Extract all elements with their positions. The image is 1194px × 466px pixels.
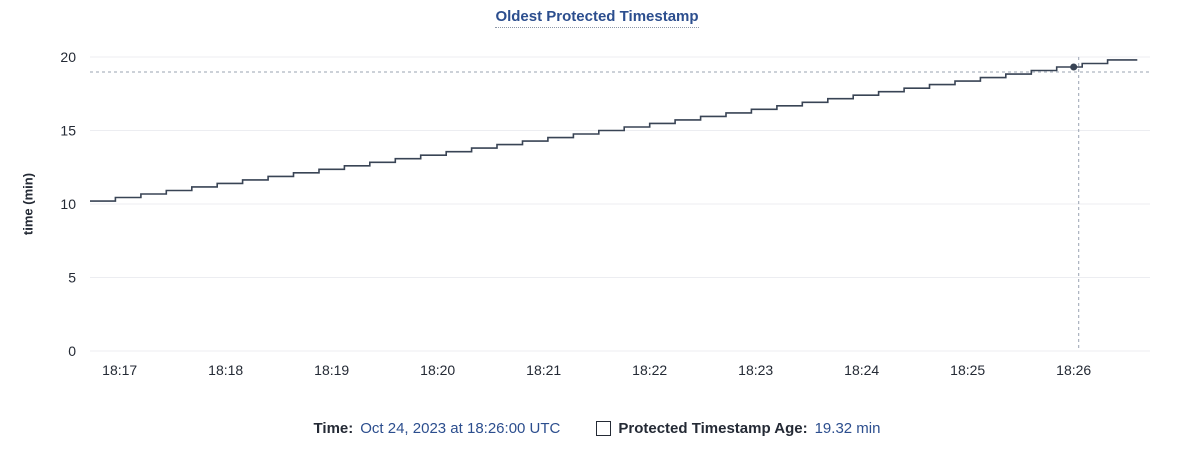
svg-text:18:26: 18:26 (1056, 362, 1091, 378)
svg-text:15: 15 (60, 123, 76, 139)
svg-text:18:18: 18:18 (208, 362, 243, 378)
series-label: Protected Timestamp Age: (618, 420, 808, 437)
time-label: Time: (313, 420, 354, 437)
svg-text:18:17: 18:17 (102, 362, 137, 378)
legend-item-protected-timestamp-age[interactable]: Protected Timestamp Age: 19.32 min (596, 420, 880, 437)
svg-text:20: 20 (60, 49, 76, 65)
svg-text:18:22: 18:22 (632, 362, 667, 378)
chart-title-row: Oldest Protected Timestamp (0, 8, 1194, 28)
svg-text:10: 10 (60, 196, 76, 212)
svg-text:18:19: 18:19 (314, 362, 349, 378)
svg-text:18:25: 18:25 (950, 362, 985, 378)
svg-text:18:21: 18:21 (526, 362, 561, 378)
time-value: Oct 24, 2023 at 18:26:00 UTC (360, 420, 561, 437)
timeseries-plot[interactable]: 0 5 10 15 20 18:17 18:18 18:19 18:20 18:21 18:22 18… (0, 0, 1194, 402)
svg-text:18:23: 18:23 (738, 362, 773, 378)
chart-title[interactable]: Oldest Protected Timestamp (495, 8, 699, 28)
legend-checkbox-icon[interactable] (596, 421, 612, 436)
svg-text:18:20: 18:20 (420, 362, 455, 378)
hover-legend: Time: Oct 24, 2023 at 18:26:00 UTC Prote… (0, 420, 1194, 437)
svg-text:5: 5 (68, 270, 76, 286)
svg-text:18:24: 18:24 (844, 362, 879, 378)
hover-point (1070, 63, 1078, 71)
svg-text:0: 0 (68, 343, 76, 359)
series-value: 19.32 min (814, 420, 881, 437)
